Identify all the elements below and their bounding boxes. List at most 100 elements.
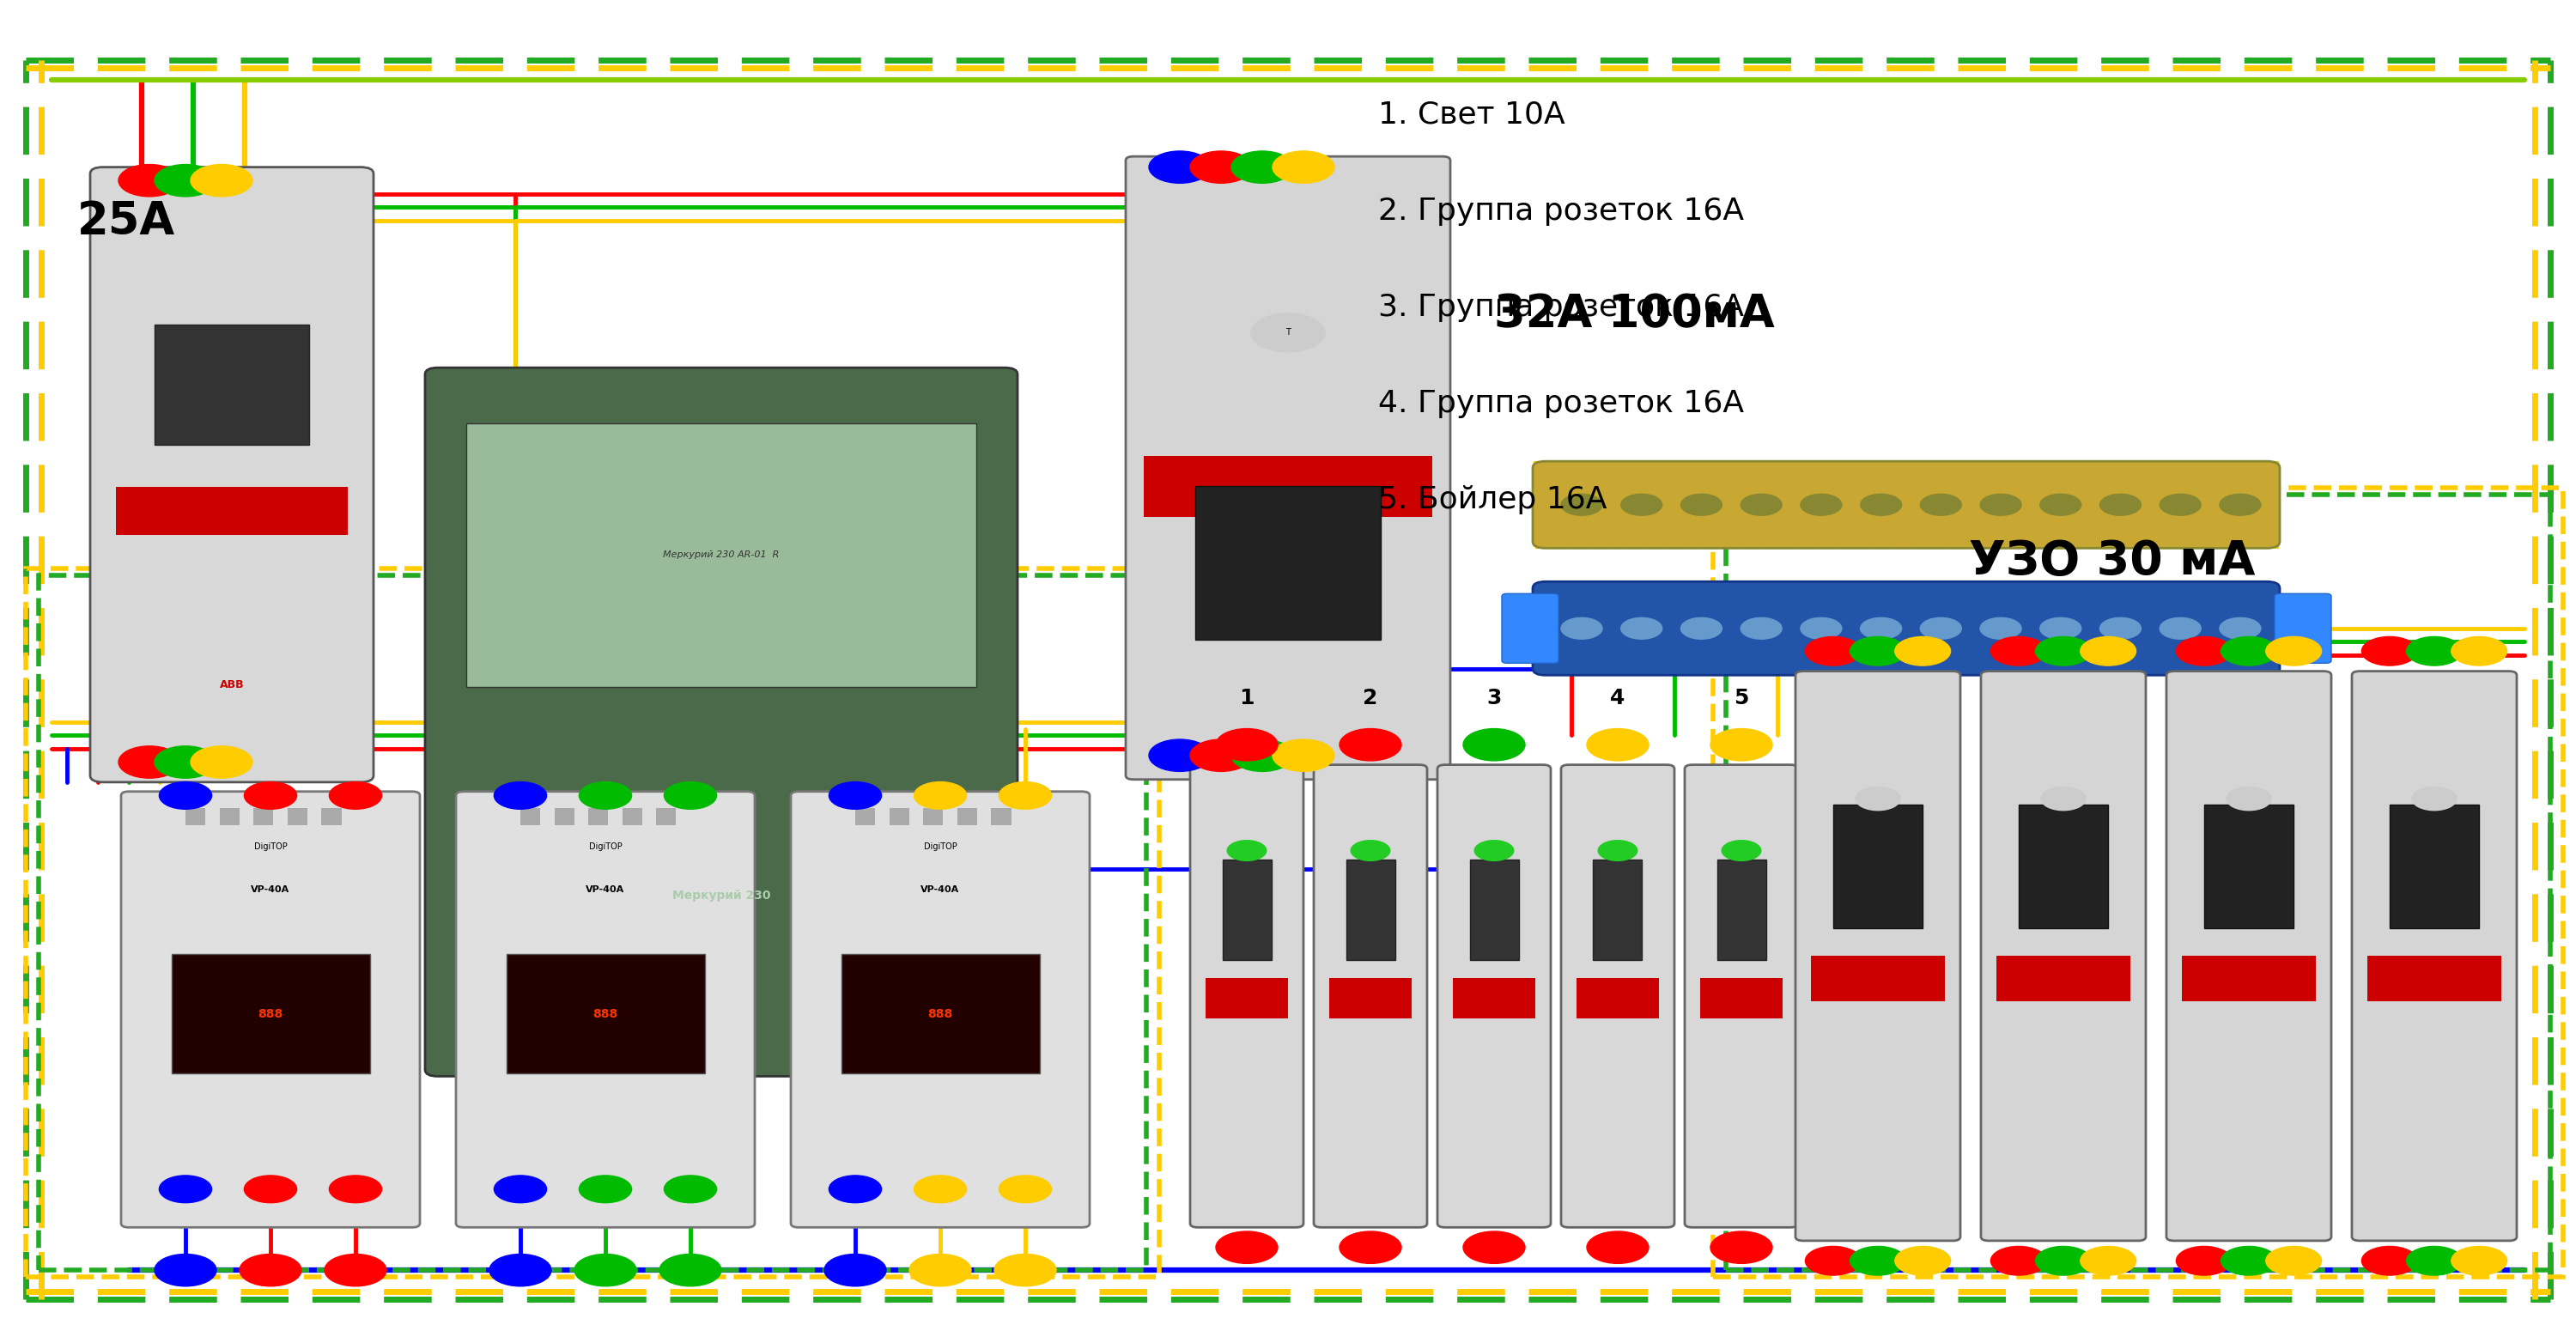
Text: 888: 888 — [592, 1008, 618, 1020]
Circle shape — [155, 746, 216, 778]
FancyBboxPatch shape — [456, 792, 755, 1227]
Text: 1: 1 — [1239, 689, 1255, 709]
Text: 3. Группа розеток 16А: 3. Группа розеток 16А — [1378, 293, 1744, 322]
FancyBboxPatch shape — [1561, 765, 1674, 1227]
Circle shape — [2035, 636, 2092, 666]
Circle shape — [330, 782, 381, 809]
Circle shape — [1981, 618, 2022, 639]
Bar — [26, 568, 1159, 1277]
Circle shape — [1597, 841, 1638, 861]
Text: 25А: 25А — [77, 199, 175, 245]
Bar — [322, 809, 340, 825]
Text: DigiTOP: DigiTOP — [590, 842, 621, 852]
FancyBboxPatch shape — [1314, 765, 1427, 1227]
Circle shape — [1463, 1231, 1525, 1263]
Text: 2. Группа розеток 16А: 2. Группа розеток 16А — [1378, 197, 1744, 226]
Circle shape — [1620, 618, 1662, 639]
Text: 4. Группа розеток 16А: 4. Группа розеток 16А — [1378, 389, 1744, 418]
Bar — [1345, 860, 1396, 960]
Text: 32А 100мА: 32А 100мА — [1494, 291, 1775, 337]
FancyBboxPatch shape — [1533, 461, 2280, 548]
Circle shape — [1806, 1246, 1860, 1275]
FancyBboxPatch shape — [1126, 156, 1450, 779]
Circle shape — [1149, 151, 1211, 183]
Bar — [1453, 977, 1535, 1019]
Bar — [1546, 468, 2267, 541]
Bar — [185, 809, 206, 825]
Text: 4: 4 — [1610, 689, 1625, 709]
Circle shape — [1190, 151, 1252, 183]
Circle shape — [1806, 636, 1860, 666]
Circle shape — [580, 1175, 631, 1203]
Circle shape — [2221, 618, 2262, 639]
Circle shape — [495, 1175, 546, 1203]
Circle shape — [2221, 1246, 2277, 1275]
Circle shape — [1473, 841, 1515, 861]
Circle shape — [2221, 636, 2277, 666]
Bar — [840, 953, 1038, 1074]
FancyBboxPatch shape — [121, 792, 420, 1227]
Circle shape — [1919, 618, 1960, 639]
Text: DigiTOP: DigiTOP — [255, 842, 286, 852]
Bar — [170, 953, 371, 1074]
Bar — [1195, 487, 1381, 640]
FancyBboxPatch shape — [90, 167, 374, 782]
Circle shape — [2040, 495, 2081, 516]
Text: VP-40A: VP-40A — [585, 885, 626, 894]
Circle shape — [2035, 1246, 2092, 1275]
Bar — [1716, 860, 1767, 960]
Bar — [466, 422, 976, 687]
Text: 5: 5 — [1734, 689, 1749, 709]
Circle shape — [2081, 1246, 2136, 1275]
Circle shape — [2177, 1246, 2231, 1275]
Circle shape — [2452, 636, 2506, 666]
Circle shape — [2362, 1246, 2416, 1275]
Circle shape — [914, 1175, 966, 1203]
Circle shape — [999, 1175, 1051, 1203]
Bar — [219, 809, 240, 825]
FancyBboxPatch shape — [1795, 671, 1960, 1241]
Text: 888: 888 — [927, 1008, 953, 1020]
Circle shape — [1340, 1231, 1401, 1263]
Circle shape — [2362, 636, 2416, 666]
FancyBboxPatch shape — [1437, 765, 1551, 1227]
Circle shape — [1896, 636, 1950, 666]
Circle shape — [1340, 729, 1401, 761]
Text: DigiTOP: DigiTOP — [925, 842, 956, 852]
Circle shape — [1919, 495, 1960, 516]
Bar — [505, 953, 703, 1074]
Circle shape — [1855, 787, 1901, 810]
Circle shape — [1896, 1246, 1950, 1275]
Bar — [922, 809, 943, 825]
Circle shape — [1620, 495, 1662, 516]
Circle shape — [2081, 636, 2136, 666]
Text: ABB: ABB — [219, 679, 245, 691]
Text: 2: 2 — [1363, 689, 1378, 709]
Bar — [1468, 860, 1520, 960]
Bar — [2391, 805, 2478, 928]
Circle shape — [191, 746, 252, 778]
Text: Меркурий 230 AR-01  R: Меркурий 230 AR-01 R — [662, 551, 781, 559]
Bar — [1329, 977, 1412, 1019]
Circle shape — [489, 1254, 551, 1286]
Bar — [1996, 956, 2130, 1001]
Bar — [2020, 805, 2107, 928]
Circle shape — [1860, 495, 1901, 516]
Circle shape — [2159, 618, 2200, 639]
Circle shape — [2040, 787, 2087, 810]
Bar — [1221, 860, 1273, 960]
Circle shape — [1226, 841, 1267, 861]
Circle shape — [2040, 618, 2081, 639]
Circle shape — [1850, 636, 1906, 666]
Circle shape — [160, 782, 211, 809]
Circle shape — [1991, 636, 2045, 666]
Bar — [1592, 860, 1643, 960]
Text: 5. Бойлер 16А: 5. Бойлер 16А — [1378, 485, 1607, 515]
Circle shape — [1981, 495, 2022, 516]
Bar — [1577, 977, 1659, 1019]
Bar — [1144, 456, 1432, 517]
Circle shape — [2159, 495, 2200, 516]
Text: 3: 3 — [1486, 689, 1502, 709]
Circle shape — [325, 1254, 386, 1286]
Bar — [1535, 463, 2277, 547]
